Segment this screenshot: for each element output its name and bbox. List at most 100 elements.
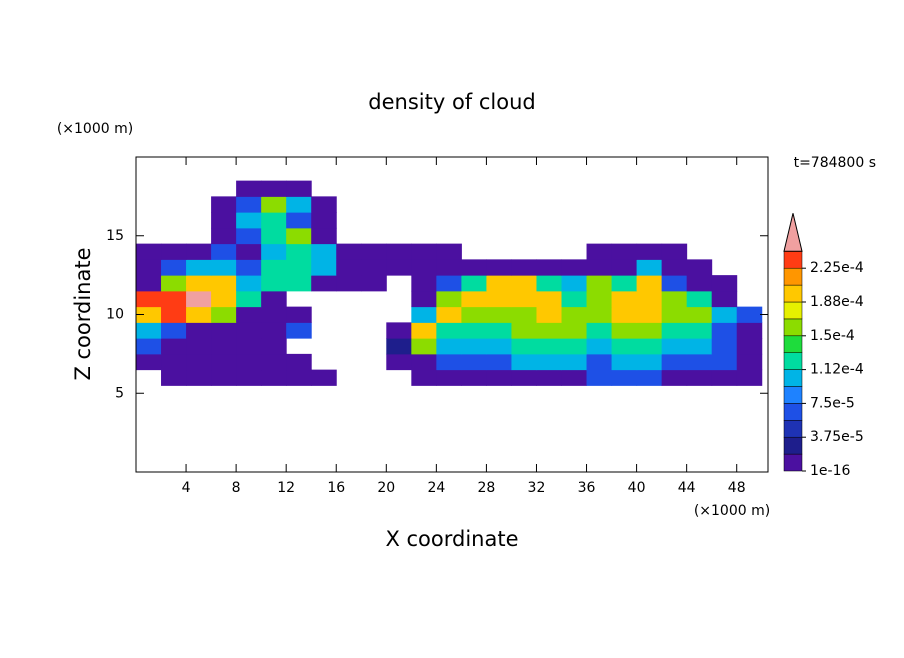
- contour-cell: [336, 243, 362, 260]
- contour-cell: [286, 369, 312, 386]
- contour-cell: [511, 338, 537, 355]
- contour-cell: [286, 353, 312, 371]
- contour-cell: [261, 243, 287, 260]
- contour-cell: [561, 338, 588, 355]
- contour-cell: [186, 243, 212, 260]
- contour-cell: [536, 322, 563, 339]
- contour-cell: [611, 243, 638, 260]
- contour-cell: [211, 259, 237, 276]
- contour-cell: [286, 227, 312, 245]
- contour-cell: [536, 275, 563, 292]
- contour-cell: [586, 243, 613, 260]
- x-tick-label: 44: [678, 480, 696, 496]
- contour-cell: [186, 306, 212, 323]
- contour-cell: [586, 306, 613, 323]
- contour-cell: [386, 353, 412, 371]
- contour-cell: [661, 369, 688, 386]
- contour-cell: [261, 227, 287, 245]
- colorbar-label: 1.12e-4: [810, 362, 864, 378]
- contour-cell: [736, 306, 763, 323]
- contour-cell: [536, 369, 563, 386]
- contour-cell: [211, 243, 237, 260]
- contour-cell: [211, 338, 237, 355]
- colorbar-label: 7.5e-5: [810, 395, 855, 411]
- contour-cell: [511, 275, 537, 292]
- contour-cell: [211, 227, 237, 245]
- contour-cell: [661, 353, 688, 371]
- x-tick-label: 16: [327, 480, 345, 496]
- colorbar-label: 1e-16: [810, 463, 850, 479]
- contour-cell: [211, 369, 237, 386]
- contour-cell: [411, 275, 437, 292]
- contour-cell: [261, 259, 287, 276]
- contour-cell: [686, 259, 713, 276]
- contour-cell: [636, 243, 663, 260]
- contour-cell: [536, 306, 563, 323]
- contour-cell: [736, 353, 763, 371]
- x-tick-label: 4: [182, 480, 191, 496]
- contour-cell: [461, 338, 487, 355]
- contour-cell: [711, 290, 738, 308]
- colorbar-band: [783, 386, 803, 404]
- contour-cell: [411, 259, 437, 276]
- contour-cell: [336, 259, 362, 276]
- contour-cell: [711, 322, 738, 339]
- contour-cell: [311, 227, 337, 245]
- contour-cell: [361, 243, 387, 260]
- contour-cell: [136, 275, 162, 292]
- contour-cell: [561, 306, 588, 323]
- contour-field: [136, 180, 763, 386]
- contour-cell: [161, 369, 187, 386]
- x-tick-label: 20: [377, 480, 395, 496]
- contour-cell: [261, 369, 287, 386]
- contour-cell: [261, 290, 287, 308]
- contour-cell: [411, 243, 437, 260]
- x-unit: (×1000 m): [694, 503, 770, 519]
- contour-cell: [311, 259, 337, 276]
- contour-cell: [636, 322, 663, 339]
- x-tick-label: 48: [728, 480, 746, 496]
- y-axis-label: Z coordinate: [71, 247, 95, 380]
- colorbar-band: [783, 335, 803, 353]
- contour-cell: [286, 275, 312, 292]
- x-tick-label: 36: [578, 480, 596, 496]
- contour-cell: [436, 353, 462, 371]
- contour-cell: [561, 322, 588, 339]
- contour-cell: [236, 306, 262, 323]
- contour-cell: [686, 353, 713, 371]
- colorbar-band: [783, 369, 803, 387]
- contour-cell: [161, 290, 187, 308]
- contour-cell: [236, 212, 262, 229]
- contour-cell: [611, 322, 638, 339]
- x-tick-label: 12: [277, 480, 295, 496]
- y-unit: (×1000 m): [57, 121, 133, 137]
- contour-cell: [636, 259, 663, 276]
- contour-cell: [411, 338, 437, 355]
- contour-cell: [611, 275, 638, 292]
- contour-cell: [161, 243, 187, 260]
- contour-cell: [561, 369, 588, 386]
- contour-cell: [686, 338, 713, 355]
- contour-cell: [236, 322, 262, 339]
- contour-cell: [486, 353, 512, 371]
- contour-cell: [511, 369, 537, 386]
- contour-cell: [261, 196, 287, 213]
- contour-cell: [211, 212, 237, 229]
- contour-cell: [586, 338, 613, 355]
- contour-cell: [511, 259, 537, 276]
- contour-cell: [286, 212, 312, 229]
- contour-cell: [436, 259, 462, 276]
- contour-cell: [586, 353, 613, 371]
- contour-cell: [686, 322, 713, 339]
- contour-cell: [386, 322, 412, 339]
- colorbar-band: [783, 301, 803, 320]
- contour-cell: [686, 290, 713, 308]
- contour-cell: [161, 306, 187, 323]
- contour-cell: [236, 180, 262, 197]
- contour-cell: [136, 338, 162, 355]
- contour-cell: [486, 275, 512, 292]
- contour-cell: [736, 369, 763, 386]
- contour-cell: [561, 353, 588, 371]
- contour-cell: [661, 275, 688, 292]
